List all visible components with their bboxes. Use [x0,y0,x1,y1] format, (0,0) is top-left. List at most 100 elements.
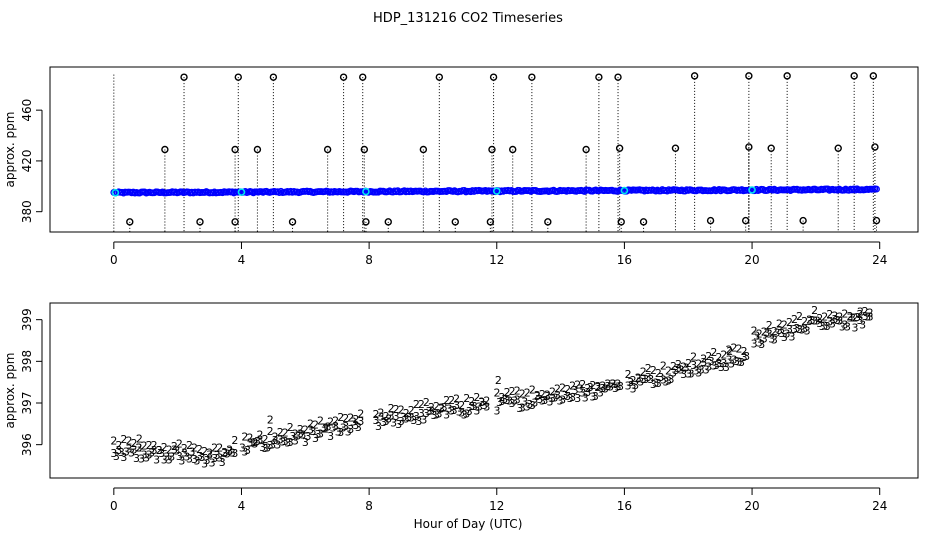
series-2-point: 2 [120,433,127,446]
series-3-point: 3 [796,323,803,336]
series-3-point: 3 [579,387,586,400]
series-3-point: 3 [524,400,531,413]
series-2-point: 2 [448,394,455,407]
series-2-point: 2 [403,407,410,420]
series-3-point: 3 [670,367,677,380]
series-3-point: 3 [415,415,422,428]
series-3-point: 3 [667,373,674,386]
series-3-point: 3 [854,311,861,324]
series-3-point: 3 [443,409,450,422]
series-3-point: 3 [723,361,730,374]
series-3-point: 3 [703,363,710,376]
series-3-point: 3 [763,327,770,340]
flag-point [111,188,120,197]
outlier-point [582,145,590,154]
bottom-x-tick-label: 16 [617,499,632,513]
series-3-point: 3 [675,362,682,375]
series-2-point: 2 [761,326,768,339]
outlier-point [767,144,775,152]
series-3-point: 3 [607,380,614,393]
series-2-point: 2 [277,426,284,439]
series-3-point: 3 [728,358,735,371]
series-2-point: 2 [383,410,390,423]
flag-point [492,187,501,195]
series-3-point: 3 [181,447,188,460]
flag-point [237,188,246,196]
chart-title: HDP_131216 CO2 Timeseries [373,11,563,26]
series-3-point: 3 [814,314,821,327]
series-3-point: 3 [867,310,874,323]
outlier-point [595,73,603,81]
series-3-point: 3 [642,373,649,386]
series-3-point: 3 [277,434,284,447]
series-3-point: 3 [146,449,153,462]
series-3-point: 3 [635,373,642,386]
outlier-point [161,145,169,154]
series-3-point: 3 [209,456,216,469]
series-3-point: 3 [204,454,211,467]
series-3-point: 3 [350,416,357,429]
series-2-point: 2 [292,427,299,440]
series-2-point: 2 [191,442,198,455]
series-3-point: 3 [627,376,634,389]
series-3-point: 3 [743,350,750,363]
series-3-point: 3 [473,404,480,417]
top-panel-axes: 0 4 8 12 16 20 24 380 420 460 [20,99,887,267]
series-3-point: 3 [589,390,596,403]
series-2-point: 2 [615,377,622,390]
top-y-tick-label: 460 [20,99,34,122]
outlier-point [180,73,188,81]
outlier-point [486,218,495,226]
series-3-point: 3 [173,445,180,458]
outlier-point [234,73,242,81]
series-3-point: 3 [526,398,533,411]
outlier-point [615,144,624,152]
series-2-point: 2 [695,358,702,371]
series-2-point: 2 [398,404,405,417]
outlier-point [362,218,370,226]
series-3-point: 3 [133,452,140,465]
outlier-point [509,145,517,154]
outlier-point [253,145,262,154]
series-2-point: 2 [655,367,662,380]
series-3-point: 3 [395,418,402,431]
series-2-point: 2 [327,416,334,429]
series-3-point: 3 [241,445,248,458]
series-3-point: 3 [864,310,871,323]
series-3-point: 3 [418,407,425,420]
flag-point [620,186,629,195]
series-2-point: 2 [609,377,616,390]
series-2-point: 2 [831,309,838,322]
baseline-point [824,185,832,193]
series-2-point: 2 [579,378,586,391]
bottom-y-tick-label: 396 [20,433,34,456]
series-3-point: 3 [272,434,279,447]
series-2-point: 2 [675,358,682,371]
series-2-point: 2 [201,445,208,458]
series-2-point: 2 [125,435,132,448]
series-2-point: 2 [151,439,158,452]
series-2-point: 2 [408,404,415,417]
outlier-point [231,145,239,154]
series-2-point: 2 [297,423,304,436]
series-3-point: 3 [287,436,294,449]
series-2-point: 2 [796,310,803,323]
series-3-point: 3 [201,457,208,470]
series-3-point: 3 [252,437,259,450]
series-3-point: 3 [166,454,173,467]
series-3-point: 3 [773,326,780,339]
series-2-point: 2 [534,389,541,402]
series-2-point: 2 [246,431,253,444]
series-2-point: 2 [115,439,122,452]
series-3-point: 3 [483,401,490,414]
series-3-point: 3 [733,355,740,368]
series-2-point: 2 [771,325,778,338]
series-3-point: 3 [826,315,833,328]
series-2-point: 2 [141,440,148,453]
series-2-point: 2 [473,391,480,404]
outlier-point [544,218,552,226]
series-3-point: 3 [388,409,395,422]
series-3-point: 3 [481,399,488,412]
series-3-point: 3 [693,365,700,378]
